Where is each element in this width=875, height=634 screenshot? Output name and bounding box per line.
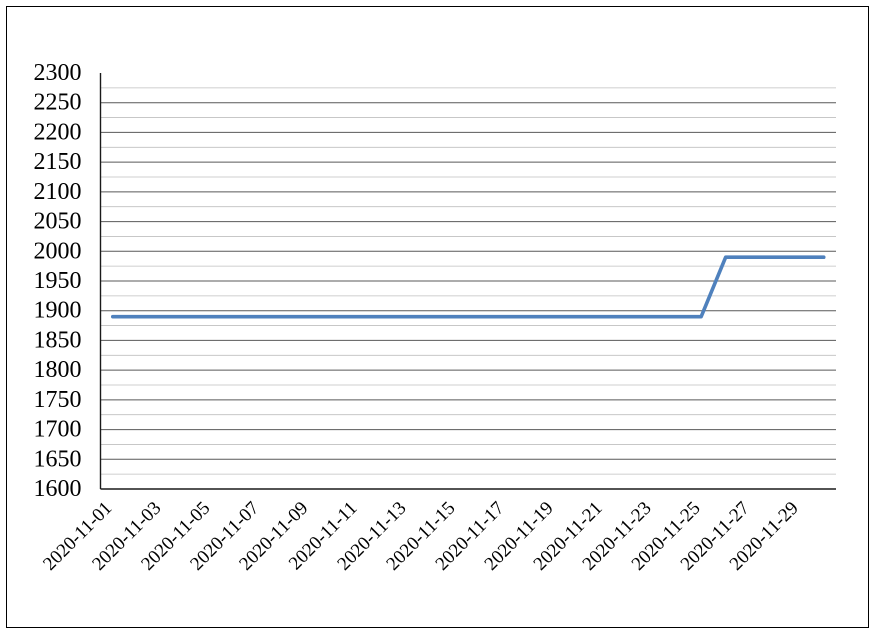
svg-text:1800: 1800 <box>34 357 82 383</box>
svg-text:1900: 1900 <box>34 298 82 324</box>
svg-text:1950: 1950 <box>34 268 82 294</box>
svg-text:1600: 1600 <box>34 476 82 502</box>
svg-text:2100: 2100 <box>34 179 82 205</box>
svg-text:2050: 2050 <box>34 209 82 235</box>
svg-text:1850: 1850 <box>34 327 82 353</box>
svg-text:1650: 1650 <box>34 446 82 472</box>
svg-text:2250: 2250 <box>34 90 82 116</box>
svg-text:2150: 2150 <box>34 149 82 175</box>
svg-text:1700: 1700 <box>34 417 82 443</box>
svg-text:2300: 2300 <box>34 60 82 86</box>
svg-text:2000: 2000 <box>34 238 82 264</box>
svg-text:1750: 1750 <box>34 387 82 413</box>
svg-text:2200: 2200 <box>34 119 82 145</box>
